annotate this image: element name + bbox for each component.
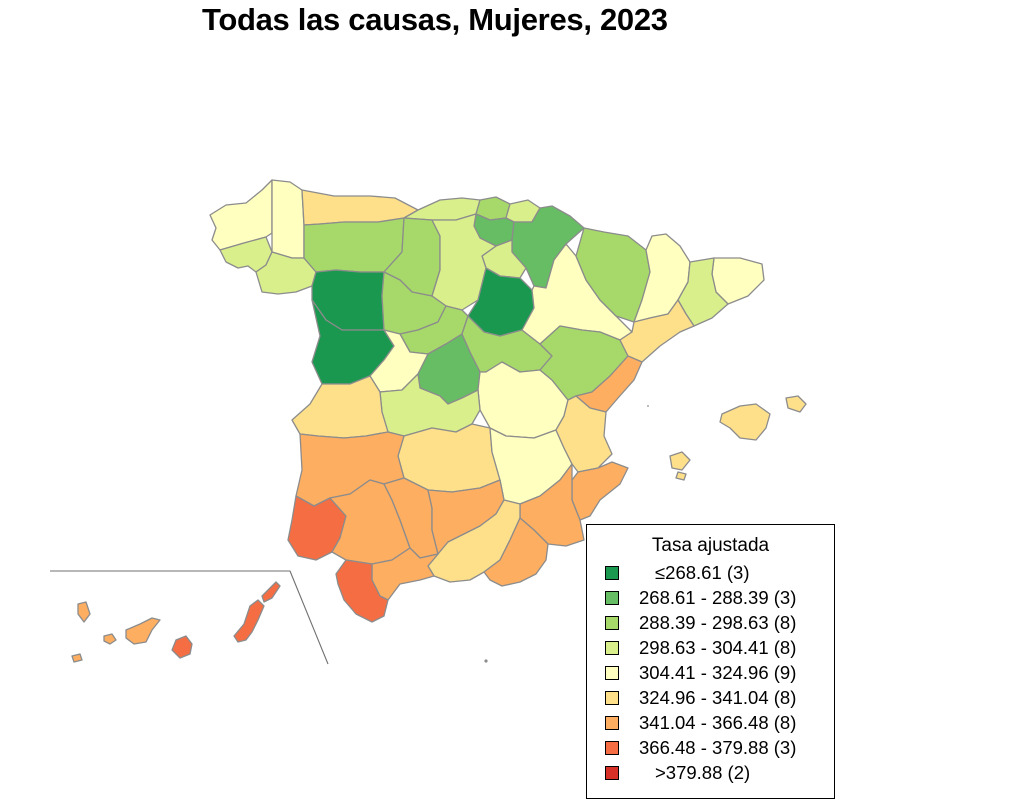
province-caceres[interactable] <box>291 375 389 439</box>
legend-label: 304.41 - 324.96 (9) <box>639 662 797 683</box>
map-dot <box>647 405 649 407</box>
legend-swatch <box>605 741 619 755</box>
legend-items: ≤268.61 (3) 268.61 - 288.39 (3) 288.39 -… <box>587 562 834 787</box>
legend-label: 268.61 - 288.39 (3) <box>639 587 797 608</box>
island-menorca[interactable] <box>785 395 807 413</box>
legend-item: ≤268.61 (3) <box>587 562 834 587</box>
legend-label: 324.96 - 341.04 (8) <box>639 687 797 708</box>
island-la-palma[interactable] <box>77 601 91 623</box>
legend-item: 268.61 - 288.39 (3) <box>587 587 834 612</box>
legend: Tasa ajustada ≤268.61 (3) 268.61 - 288.3… <box>586 524 835 799</box>
island-mallorca[interactable] <box>719 403 771 441</box>
province-almeria[interactable] <box>483 517 549 587</box>
legend-label: ≤268.61 (3) <box>655 562 750 583</box>
island-fuerteventura[interactable] <box>233 599 265 643</box>
legend-label: 366.48 - 379.88 (3) <box>639 737 797 758</box>
legend-swatch <box>605 566 619 580</box>
map-title: Todas las causas, Mujeres, 2023 <box>202 2 668 37</box>
legend-item: >379.88 (2) <box>587 762 834 787</box>
legend-item: 366.48 - 379.88 (3) <box>587 737 834 762</box>
canary-inset-frame <box>50 570 329 665</box>
legend-label: >379.88 (2) <box>655 762 751 783</box>
ceuta-marker <box>484 659 488 663</box>
legend-swatch <box>605 716 619 730</box>
legend-label: 288.39 - 298.63 (8) <box>639 612 797 633</box>
island-ibiza[interactable] <box>669 451 691 471</box>
island-formentera[interactable] <box>675 471 687 481</box>
province-tarragona[interactable] <box>619 299 695 363</box>
island-tenerife[interactable] <box>125 617 161 645</box>
province-cadiz[interactable] <box>335 559 389 623</box>
province-a-coruna[interactable] <box>209 179 273 251</box>
legend-title: Tasa ajustada <box>651 535 770 556</box>
legend-item: 298.63 - 304.41 (8) <box>587 637 834 662</box>
province-barcelona[interactable] <box>677 257 729 327</box>
island-la-gomera[interactable] <box>103 633 117 645</box>
legend-item: 304.41 - 324.96 (9) <box>587 662 834 687</box>
legend-item: 288.39 - 298.63 (8) <box>587 612 834 637</box>
island-el-hierro[interactable] <box>71 653 83 663</box>
legend-label: 341.04 - 366.48 (8) <box>639 712 797 733</box>
island-gran-canaria[interactable] <box>171 635 193 659</box>
legend-swatch <box>605 616 619 630</box>
legend-swatch <box>605 691 619 705</box>
province-lugo[interactable] <box>271 179 305 259</box>
legend-swatch <box>605 666 619 680</box>
province-ciudad-real[interactable] <box>397 423 501 493</box>
legend-item: 341.04 - 366.48 (8) <box>587 712 834 737</box>
island-lanzarote[interactable] <box>261 581 281 603</box>
province-leon[interactable] <box>303 217 405 273</box>
legend-item: 324.96 - 341.04 (8) <box>587 687 834 712</box>
legend-swatch <box>605 591 619 605</box>
legend-label: 298.63 - 304.41 (8) <box>639 637 797 658</box>
legend-swatch <box>605 641 619 655</box>
legend-swatch <box>605 766 619 780</box>
